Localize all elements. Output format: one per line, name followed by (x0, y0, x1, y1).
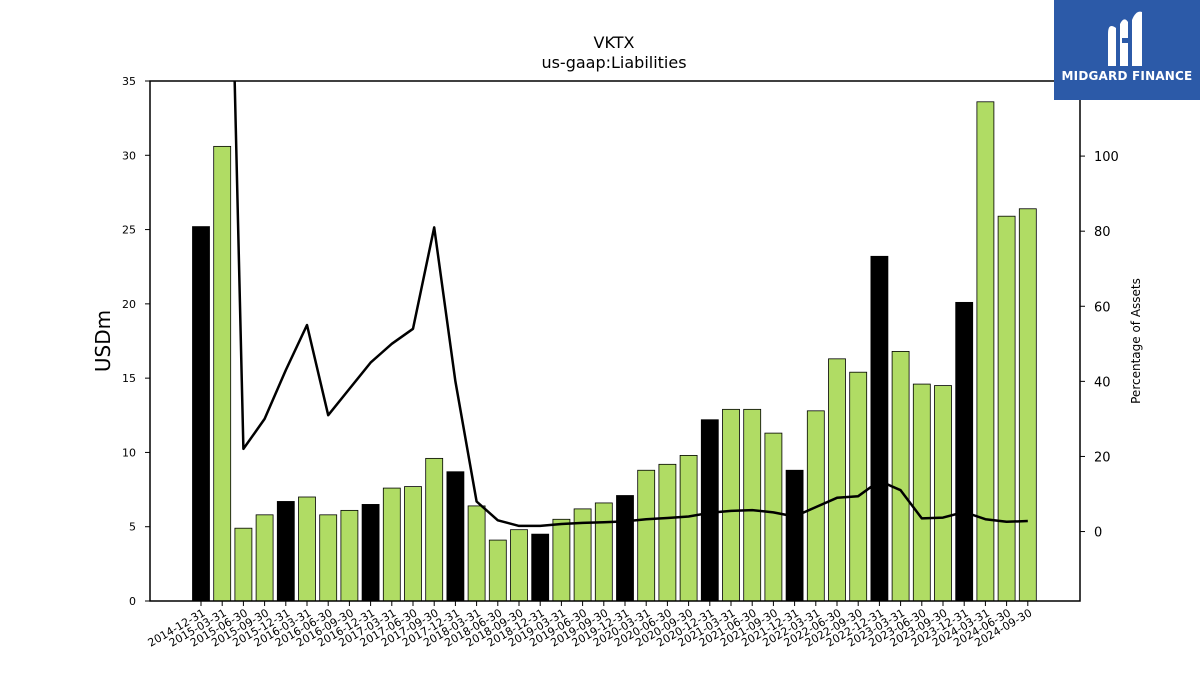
y-tick-label: 25 (122, 224, 136, 237)
bar-2020-03-31 (637, 469, 656, 602)
bar-2019-12-31 (616, 495, 634, 602)
y2-tick-label: 80 (1094, 225, 1111, 240)
y-tick-label: 10 (122, 446, 136, 459)
bar-2021-03-31 (722, 408, 740, 602)
bar-2024-03-31 (976, 101, 995, 602)
plot-frame (149, 80, 1081, 602)
bar-2015-03-31 (213, 145, 232, 602)
y-axis-label: USDm (91, 310, 115, 372)
bar-2016-12-31 (361, 504, 380, 602)
bar-2017-03-31 (382, 487, 401, 602)
bar-2015-06-30 (234, 527, 253, 602)
bar-2018-06-30 (488, 539, 507, 602)
logo-text: MIDGARD FINANCE (1061, 69, 1193, 83)
bar-2024-06-30 (997, 215, 1016, 602)
pct-of-assets-line (233, 81, 1028, 528)
bar-2019-09-30 (594, 502, 613, 602)
logo: MIDGARD FINANCE (1054, 0, 1200, 100)
bar-2020-09-30 (679, 454, 698, 602)
y2-axis-label: Percentage of Assets (1129, 278, 1143, 404)
line-layer (233, 81, 1028, 528)
logo-mark-icon (1108, 11, 1142, 66)
bar-2017-12-31 (446, 471, 465, 602)
bar-2020-12-31 (700, 419, 719, 602)
bar-2018-09-30 (510, 529, 528, 602)
bar-2023-09-30 (934, 385, 952, 602)
y2-tick-label: 0 (1094, 526, 1102, 541)
bar-2024-09-30 (1018, 208, 1037, 602)
bar-2015-09-30 (255, 514, 274, 602)
bar-2019-03-31 (552, 518, 571, 602)
bar-2020-06-30 (658, 463, 677, 602)
bar-2022-06-30 (828, 358, 846, 602)
bar-2022-09-30 (849, 371, 868, 602)
y2-tick-label: 100 (1094, 150, 1119, 165)
bar-2016-09-30 (340, 509, 359, 602)
y2-tick-label: 40 (1094, 375, 1111, 390)
bar-2017-06-30 (404, 486, 422, 602)
chart-title: VKTX (594, 33, 635, 52)
chart-subtitle: us-gaap:Liabilities (541, 53, 686, 72)
bar-2015-12-31 (276, 501, 295, 602)
bar-2016-03-31 (298, 496, 316, 602)
bar-2014-12-31 (192, 226, 210, 602)
y2-tick-label: 20 (1094, 450, 1111, 465)
y-tick-label: 35 (122, 75, 136, 88)
bar-group (192, 101, 1037, 602)
bar-2018-03-31 (467, 505, 486, 602)
y-tick-label: 20 (122, 298, 136, 311)
bar-2021-06-30 (743, 408, 762, 602)
bar-2016-06-30 (319, 514, 338, 602)
y-tick-label: 15 (122, 372, 136, 385)
y-tick-label: 0 (129, 595, 136, 608)
bar-2017-09-30 (425, 457, 444, 602)
y-tick-label: 30 (122, 149, 136, 162)
bar-2018-12-31 (531, 533, 550, 602)
bar-2022-12-31 (870, 255, 889, 602)
bar-2023-03-31 (891, 350, 910, 602)
y2-tick-label: 60 (1094, 300, 1111, 315)
bar-2021-12-31 (785, 469, 804, 602)
bar-2021-09-30 (764, 432, 783, 602)
bar-2023-06-30 (912, 383, 931, 602)
bar-2023-12-31 (955, 301, 974, 602)
y-tick-label: 5 (129, 521, 136, 534)
